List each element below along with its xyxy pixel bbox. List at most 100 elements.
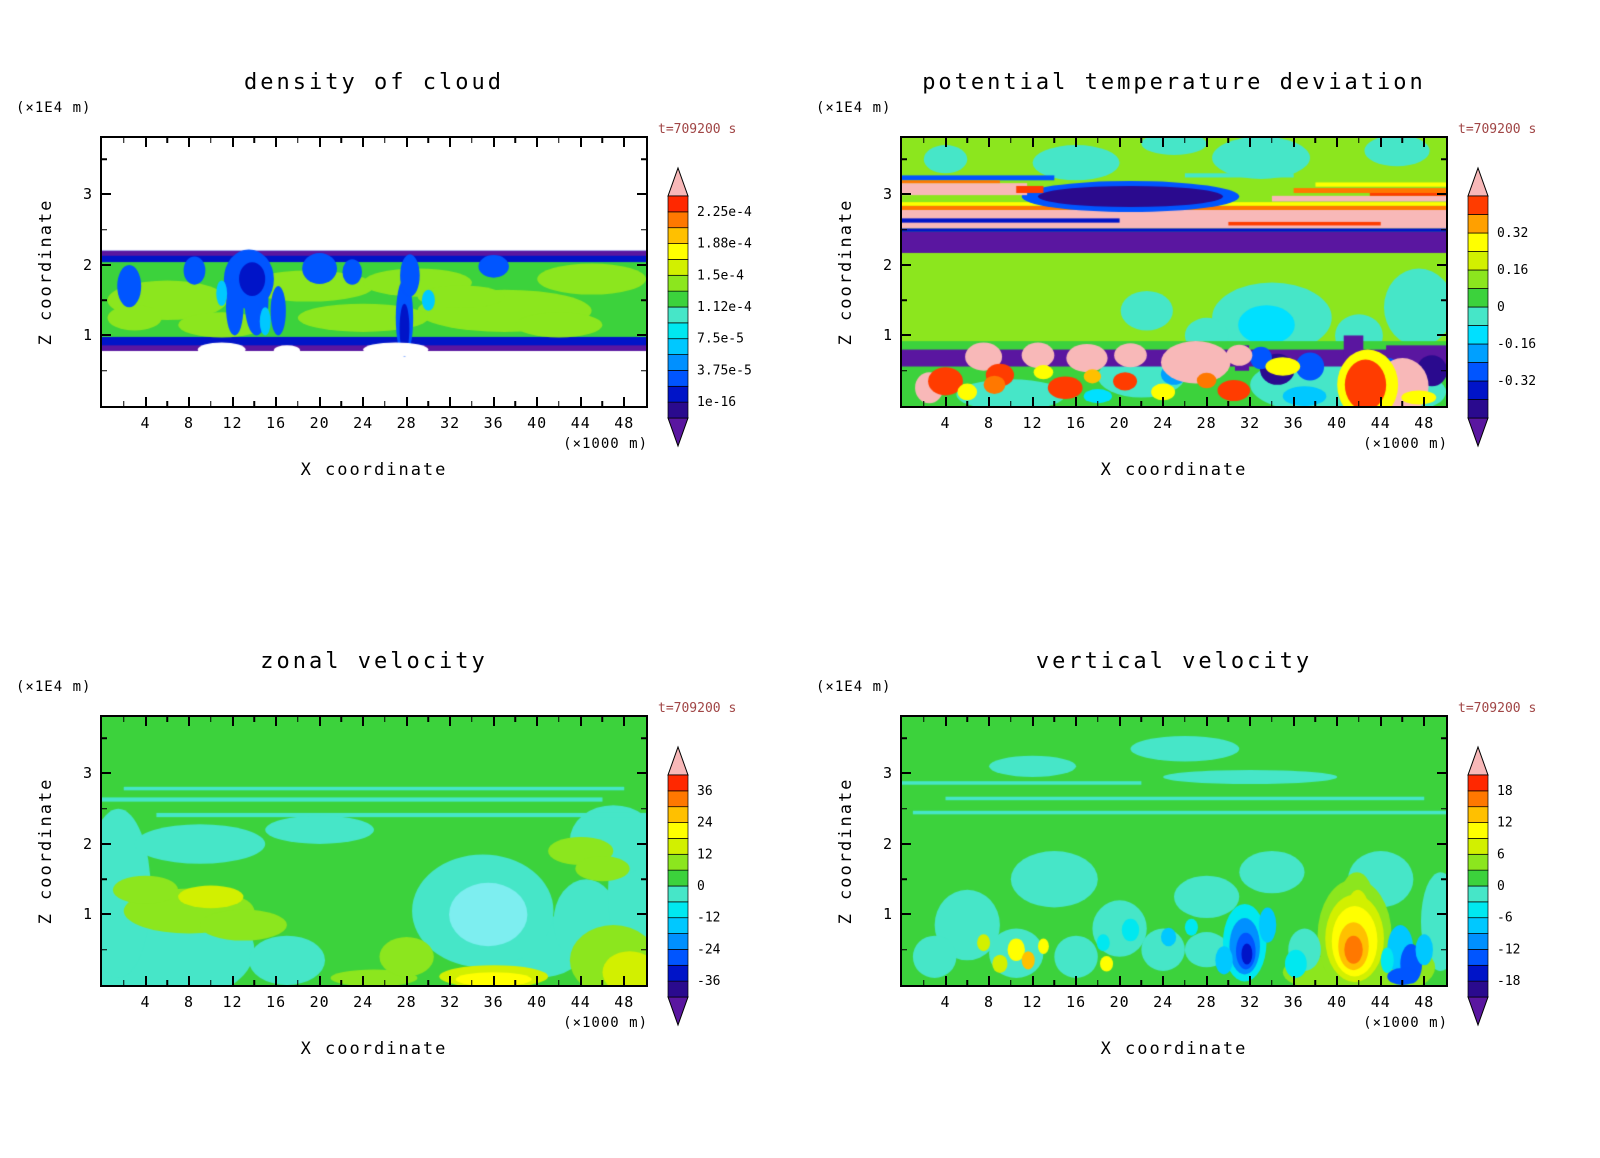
- x-tick-major: [405, 138, 408, 147]
- x-tick-major: [492, 138, 495, 147]
- colorbar-segment: [667, 243, 689, 260]
- z-tick-minor: [641, 299, 646, 301]
- x-tick-major: [988, 138, 991, 147]
- x-tick-label: 4: [940, 414, 951, 432]
- x-tick-minor: [1271, 717, 1273, 722]
- x-tick-label: 48: [614, 993, 635, 1011]
- x-tick-minor: [210, 138, 212, 143]
- z-tick-minor: [102, 158, 107, 160]
- x-tick-minor: [1227, 717, 1230, 722]
- colorbar-label: -12: [697, 911, 720, 926]
- colorbar-segment: [1467, 917, 1489, 934]
- x-tick-minor: [1271, 401, 1273, 406]
- colorbar-label: -0.16: [1497, 337, 1536, 352]
- z-axis-unit-label: (×1E4 m): [816, 100, 892, 116]
- x-tick-major: [318, 976, 321, 985]
- colorbar-label: -18: [1497, 974, 1520, 989]
- colorbar: 1e-16 3.75e-5 7.5e-5 1.12e-4 1.5e-4 1.88e-4 2.…: [664, 166, 774, 470]
- x-tick-label: 44: [1370, 993, 1391, 1011]
- z-tick-minor: [1441, 228, 1446, 231]
- z-tick-minor: [102, 878, 107, 880]
- x-tick-minor: [966, 717, 969, 722]
- x-tick-label: 48: [614, 414, 635, 432]
- z-tick-minor: [902, 737, 907, 739]
- z-tick-minor: [641, 948, 646, 951]
- x-tick-major: [188, 717, 191, 726]
- z-tick-major: [902, 772, 911, 775]
- timestamp-label: t=709200 s: [1458, 701, 1537, 716]
- z-axis-title: Z coordinate: [836, 777, 856, 925]
- x-tick-major: [579, 717, 582, 726]
- x-tick-minor: [253, 138, 256, 143]
- x-axis-unit-label: (×1000 m): [563, 436, 648, 452]
- x-tick-label: 24: [1153, 414, 1174, 432]
- colorbar-segment: [1467, 853, 1489, 871]
- x-tick-minor: [1184, 138, 1186, 143]
- x-tick-minor: [1271, 138, 1273, 143]
- z-tick-major: [902, 334, 911, 337]
- x-tick-minor: [1358, 717, 1360, 722]
- x-tick-major: [275, 397, 278, 406]
- x-tick-minor: [1227, 980, 1230, 985]
- colorbar-segment: [1467, 306, 1489, 326]
- contour-field: [902, 138, 1446, 406]
- x-tick-major: [188, 397, 191, 406]
- x-tick-major: [988, 397, 991, 406]
- z-tick-major: [102, 334, 111, 337]
- colorbar-segment: [667, 259, 689, 276]
- colorbar-arrow-top: [1467, 745, 1489, 776]
- x-tick-minor: [1314, 401, 1317, 406]
- colorbar-segment: [1467, 901, 1489, 919]
- panel-title: zonal velocity: [260, 649, 488, 674]
- colorbar-segment: [667, 401, 689, 419]
- x-tick-label: 20: [1109, 414, 1130, 432]
- colorbar-label: 3.75e-5: [697, 363, 752, 378]
- colorbar-segment: [667, 806, 689, 823]
- x-tick-major: [988, 717, 991, 726]
- z-tick-minor: [102, 948, 107, 951]
- x-tick-label: 4: [140, 414, 151, 432]
- colorbar-label: 0: [1497, 879, 1505, 894]
- x-tick-minor: [1358, 138, 1360, 143]
- colorbar-segment: [667, 385, 689, 403]
- x-tick-minor: [297, 980, 299, 985]
- colorbar-segment: [1467, 325, 1489, 345]
- colorbar-segment: [667, 949, 689, 966]
- z-tick-label: 1: [882, 326, 892, 345]
- colorbar-label: 1.88e-4: [697, 237, 752, 252]
- x-tick-minor: [427, 138, 430, 143]
- z-axis-title: Z coordinate: [36, 198, 56, 346]
- x-tick-minor: [1271, 980, 1273, 985]
- colorbar-segment: [667, 774, 689, 792]
- x-tick-major: [275, 717, 278, 726]
- x-tick-major: [231, 976, 234, 985]
- x-tick-minor: [340, 401, 343, 406]
- colorbar-arrow-bottom: [667, 417, 689, 448]
- x-tick-major: [1336, 976, 1339, 985]
- x-tick-minor: [601, 401, 604, 406]
- colorbar-segment: [667, 195, 689, 213]
- z-tick-minor: [1441, 807, 1446, 810]
- x-tick-major: [1162, 717, 1165, 726]
- x-axis-title: X coordinate: [1100, 1039, 1248, 1059]
- z-tick-minor: [102, 228, 107, 231]
- contour-panel-2: (×1E4 m) potential temperature deviation…: [800, 0, 1600, 579]
- x-tick-minor: [514, 717, 517, 722]
- x-tick-major: [1336, 717, 1339, 726]
- plot-area: 4 8 12 16 20 24 28 32 36 40 44 48 1 2 3: [83, 715, 648, 1011]
- x-tick-major: [1162, 976, 1165, 985]
- x-tick-major: [1075, 138, 1078, 147]
- colorbar-segment: [1467, 362, 1489, 382]
- colorbar-segment: [1467, 380, 1489, 400]
- z-tick-minor: [641, 158, 646, 160]
- x-tick-minor: [514, 980, 517, 985]
- x-tick-minor: [1314, 138, 1317, 143]
- colorbar-label: 24: [697, 816, 713, 831]
- x-tick-major: [1292, 717, 1295, 726]
- colorbar-label: 0: [1497, 300, 1505, 315]
- x-tick-major: [1031, 138, 1034, 147]
- x-tick-major: [1118, 717, 1121, 726]
- x-tick-label: 44: [570, 414, 591, 432]
- x-tick-major: [405, 976, 408, 985]
